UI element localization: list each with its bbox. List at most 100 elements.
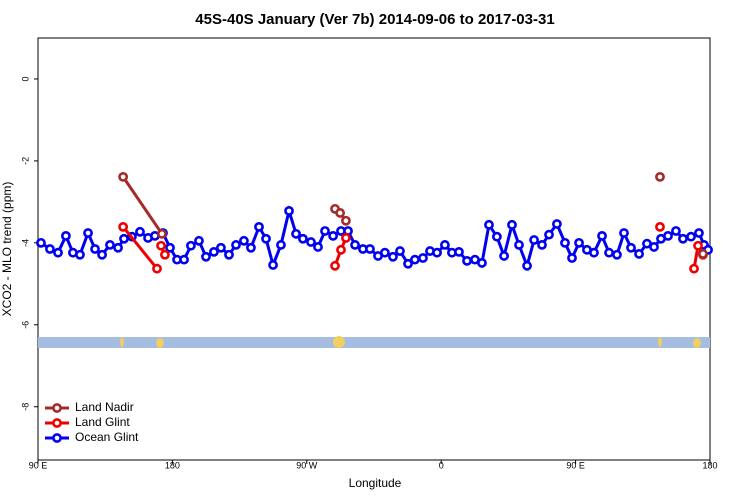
data-point [350,240,360,250]
data-point [619,228,629,238]
data-point [254,221,264,232]
data-point [380,247,390,258]
data-point [686,231,696,242]
data-point [216,242,226,253]
data-point [560,237,570,248]
data-point [261,233,271,244]
y-tick-label: -2 [20,157,30,165]
x-tick-label: 90 E [29,460,48,470]
data-point [418,253,428,263]
data-point [118,221,129,232]
data-point [157,228,167,239]
data-point [693,240,703,251]
data-point [336,244,346,255]
data-point [186,240,196,251]
data-point [118,171,129,182]
data-point [507,219,517,230]
x-tick-label: 90 E [566,460,585,470]
y-axis-label: XCO2 - MLO trend (ppm) [0,182,14,317]
data-point [663,230,673,241]
data-point [335,208,346,218]
data-point [395,246,405,256]
data-point [298,233,308,244]
data-point [328,230,338,241]
data-point [440,240,450,250]
data-point [113,242,123,253]
data-point [689,263,699,274]
chart-title: 45S-40S January (Ver 7b) 2014-09-06 to 2… [195,11,554,28]
data-point [694,228,704,238]
data-point [341,233,351,243]
data-point [484,219,494,230]
data-point [522,260,532,271]
data-point [268,260,278,270]
data-point [410,254,420,265]
data-point [432,247,442,258]
data-point [612,249,622,260]
data-point [90,244,100,254]
data-point [194,235,204,246]
data-point [135,226,145,237]
data-point [597,230,607,241]
data-point [61,230,71,241]
data-point [365,244,375,254]
x-tick-label: 90 W [296,460,318,470]
data-point [45,244,55,254]
data-point [239,235,249,246]
data-point [224,249,234,260]
data-point [492,231,502,242]
data-point [589,247,599,258]
data-point [330,260,340,271]
legend-marker [52,403,62,413]
data-point [160,249,170,260]
data-point [634,249,644,259]
data-point [537,240,547,250]
data-point [649,242,659,252]
data-point [462,255,472,266]
legend-label: Land Nadir [75,400,134,414]
data-point [313,242,323,252]
data-point [201,251,211,262]
data-point [341,215,351,226]
x-tick-label: 0 [439,460,444,470]
x-tick-label: 180 [165,460,180,470]
data-point [36,237,46,248]
y-tick-label: -8 [20,403,30,411]
data-point [291,228,301,239]
data-point [105,240,115,250]
y-tick-label: -6 [20,321,30,329]
data-point [152,263,162,274]
data-point [477,258,487,268]
data-point [388,251,398,262]
y-tick-label: 0 [20,76,30,81]
x-axis-label: Longitude [349,476,402,490]
data-point [97,249,107,260]
data-point [179,254,189,265]
data-point [655,221,665,232]
data-point [574,237,584,248]
data-point [75,249,85,260]
land-strip [38,336,710,348]
data-point [567,253,577,263]
data-point [678,233,688,244]
legend-marker [52,418,62,428]
data-point [209,246,219,257]
data-point [320,226,330,236]
data-point [231,240,241,250]
data-point [552,219,562,229]
data-point [604,247,614,258]
legend-label: Land Glint [75,415,130,429]
data-point [671,226,681,236]
data-point [514,240,524,250]
legend-marker [52,433,62,443]
data-point [454,246,464,257]
y-tick-label: -4 [20,239,30,247]
data-point [306,237,316,247]
data-point [529,235,539,245]
series-line [121,225,159,270]
data-point [156,240,166,251]
data-point [165,242,175,253]
data-point [698,249,708,259]
data-point [246,242,256,253]
